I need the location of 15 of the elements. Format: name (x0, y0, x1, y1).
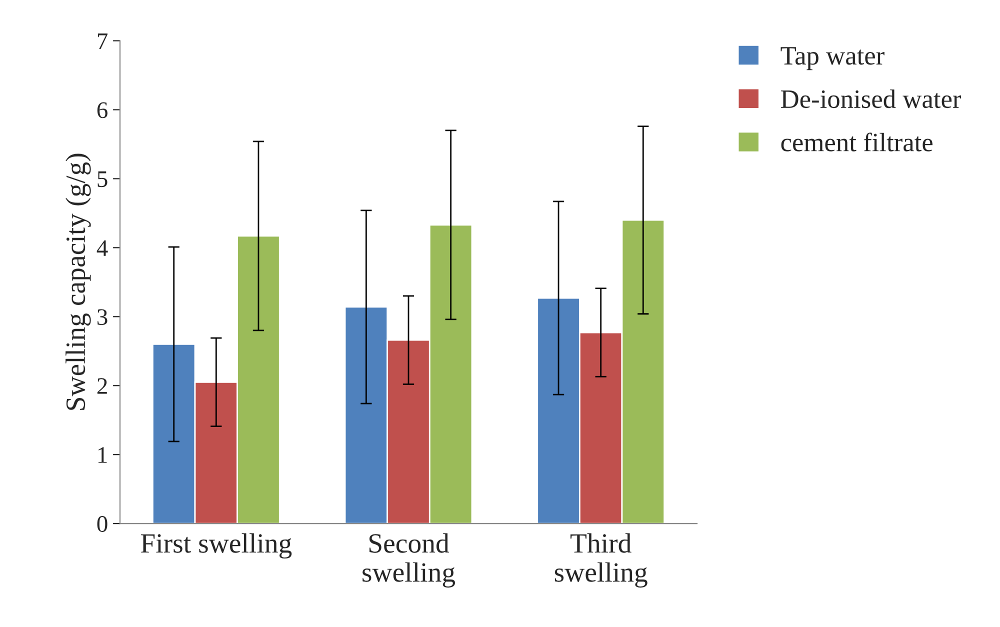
y-tick-label: 5 (98, 171, 108, 188)
y-tick-label: 6 (97, 102, 108, 118)
x-tick-label: Third swelling (554, 533, 648, 588)
legend-label: cement filtrate (781, 132, 932, 152)
y-axis-title: Swelling capacity (g/g) (66, 154, 91, 410)
y-tick-label: 2 (97, 378, 107, 394)
y-tick-label: 0 (97, 516, 108, 532)
legend-label: Tap water (780, 47, 884, 70)
legend-label: De-ionised water (781, 90, 962, 108)
y-tick-label: 1 (98, 447, 107, 463)
x-tick-label: Second swelling (362, 533, 456, 588)
y-tick-label: 3 (98, 309, 108, 326)
y-tick-label: 7 (98, 33, 108, 49)
x-tick-label: First swelling (140, 533, 292, 559)
y-tick-label: 4 (96, 240, 108, 256)
